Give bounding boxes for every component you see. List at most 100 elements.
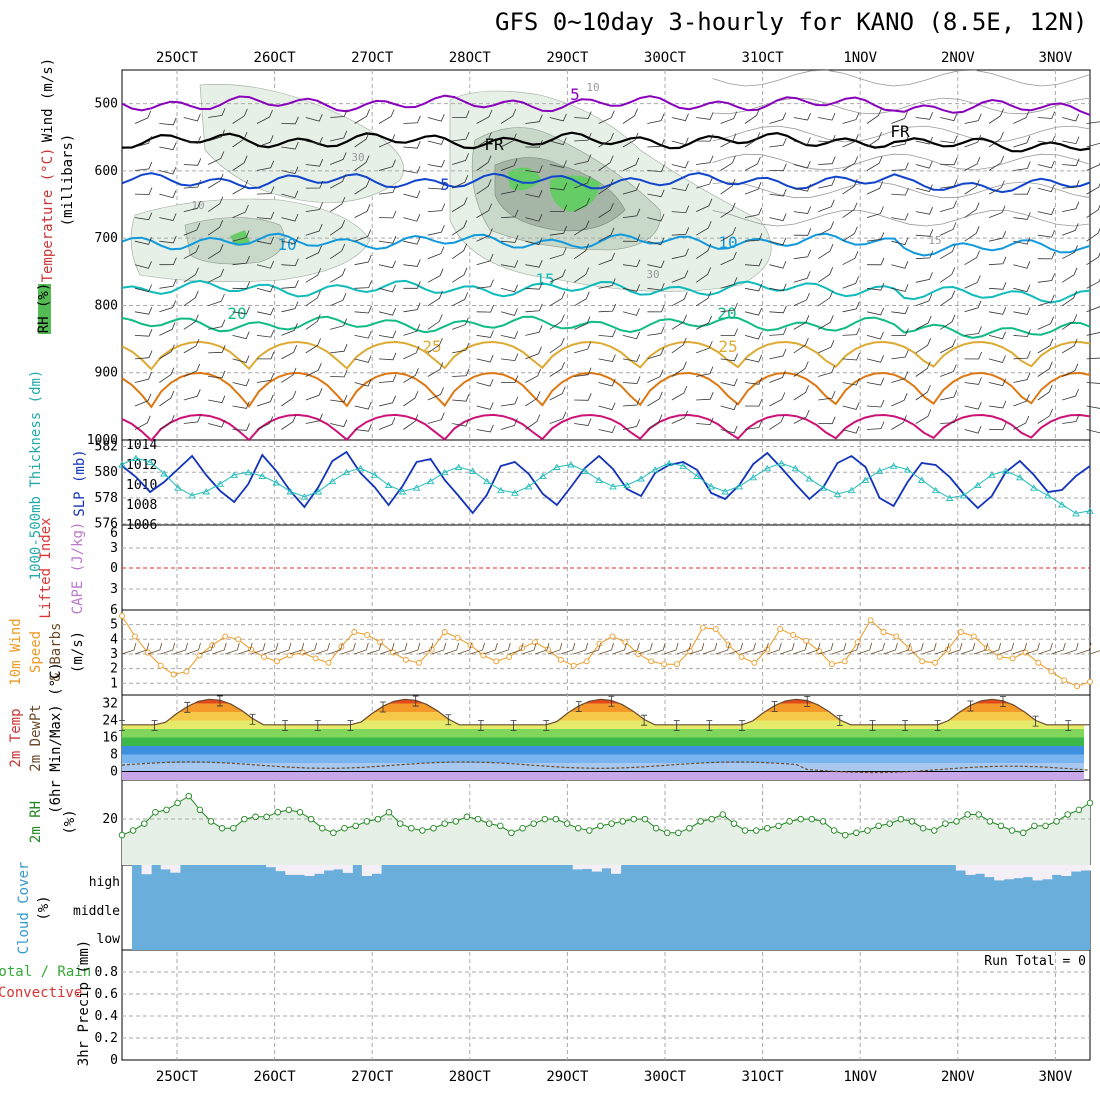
wind-barb — [817, 267, 834, 283]
thickness-point — [483, 477, 491, 485]
temp-band — [122, 720, 1084, 729]
thickness-line — [121, 457, 1091, 514]
wind-barb-10m — [651, 642, 666, 655]
wind-barb — [1013, 415, 1030, 430]
wind-barb — [1013, 212, 1031, 220]
wind-speed-point — [583, 658, 590, 665]
thickness-point — [314, 488, 323, 495]
wind-barb — [793, 228, 812, 236]
wind-barb — [256, 109, 273, 124]
wind-barb — [159, 367, 175, 383]
date-label-bottom: 29OCT — [546, 1069, 589, 1085]
wind-barb — [842, 425, 860, 434]
wind-barb — [720, 178, 736, 195]
thickness-point — [988, 471, 996, 478]
wind-barb — [159, 414, 175, 430]
wind-barb — [403, 345, 420, 360]
wind-barb — [647, 237, 665, 246]
wind-barb — [403, 390, 419, 407]
temp-minmax-bar — [1032, 715, 1039, 727]
wind-barb — [305, 180, 324, 189]
cloud-high-gap — [275, 865, 286, 872]
rh2m-point — [530, 820, 537, 827]
rh2m-point — [152, 808, 159, 816]
rh2m-point — [1053, 818, 1060, 825]
thickness-point — [1086, 507, 1094, 514]
thickness-point — [118, 461, 126, 468]
rh2m-point — [686, 824, 693, 832]
wind-barb — [183, 290, 199, 307]
wind-barb — [818, 390, 836, 401]
wind-barb — [574, 367, 592, 377]
thickness-point — [974, 481, 982, 489]
wind-barb — [988, 205, 1006, 218]
wind-barb — [671, 183, 689, 192]
li-tick-label: 3 — [110, 582, 118, 597]
wind-barb-10m — [986, 642, 1002, 655]
wind-barb — [501, 375, 519, 383]
wind-barb — [330, 344, 348, 354]
thickness-point — [440, 468, 449, 476]
temp-band — [122, 746, 1084, 755]
wind-barb — [842, 112, 860, 124]
wind-barb — [696, 155, 714, 165]
wind-barb — [403, 368, 419, 383]
wind-barb-10m — [663, 642, 679, 655]
wind-barb — [256, 261, 274, 269]
wind-barb — [232, 306, 250, 315]
thickness-point — [1044, 492, 1052, 499]
wind-barb — [452, 175, 469, 189]
wind-barb — [1037, 160, 1055, 169]
wind-barb — [183, 267, 199, 283]
wind-barb — [915, 338, 931, 354]
wind-barb — [427, 387, 444, 401]
rh2m-point — [930, 827, 938, 834]
wind-barb — [891, 187, 909, 196]
wind-barb — [476, 132, 492, 148]
date-label-bottom: 2NOV — [941, 1069, 975, 1085]
wind-tick-label: 3 — [110, 647, 118, 662]
slp-tick-label: 1010 — [126, 478, 157, 493]
wind-barb — [305, 202, 323, 212]
thickness-point — [847, 486, 856, 494]
thickness-point — [146, 458, 154, 465]
date-label-top: 27OCT — [351, 50, 394, 66]
wind-barb — [183, 136, 201, 144]
wind-barb-10m — [186, 642, 201, 655]
wind-barb-10m — [754, 642, 769, 655]
rh2m-point — [764, 824, 771, 832]
wind-barb — [1013, 110, 1030, 124]
wind-barb — [427, 362, 444, 377]
wind-barb — [452, 153, 469, 165]
wind-barb — [159, 278, 177, 289]
wind-barb — [598, 202, 614, 218]
wind-barb — [1013, 284, 1031, 293]
wind-barb — [281, 390, 297, 407]
wind-barb — [208, 419, 226, 428]
wind-speed-point — [854, 639, 861, 646]
wind-barb-10m — [638, 642, 653, 655]
wind-barb — [549, 411, 567, 424]
wind-barb — [354, 280, 372, 289]
wind-barb — [866, 307, 885, 316]
wind-barb — [769, 283, 787, 292]
wind-barb — [988, 400, 1007, 409]
wind-barb — [256, 329, 275, 338]
wind-barb — [622, 397, 641, 407]
isotherm-label: 30 — [646, 268, 659, 281]
wind-barb — [720, 251, 737, 266]
wind-speed-point — [803, 637, 810, 644]
wind-barb-10m — [470, 642, 485, 655]
rh2m-point — [730, 820, 738, 827]
wind-barb — [744, 331, 762, 340]
temp-minmax-bar — [347, 720, 354, 731]
wind-barb — [696, 366, 714, 377]
cloud-high-gap — [160, 865, 171, 870]
slp-tick-label: 1008 — [126, 498, 157, 513]
rh2m-point — [1008, 827, 1016, 834]
temp-minmax-bar — [1000, 696, 1006, 707]
wind-barb — [159, 235, 177, 244]
lifted-index-axis-label: Lifted Index — [38, 517, 54, 618]
wind-speed-point — [635, 651, 642, 657]
wind-barb — [354, 109, 370, 124]
